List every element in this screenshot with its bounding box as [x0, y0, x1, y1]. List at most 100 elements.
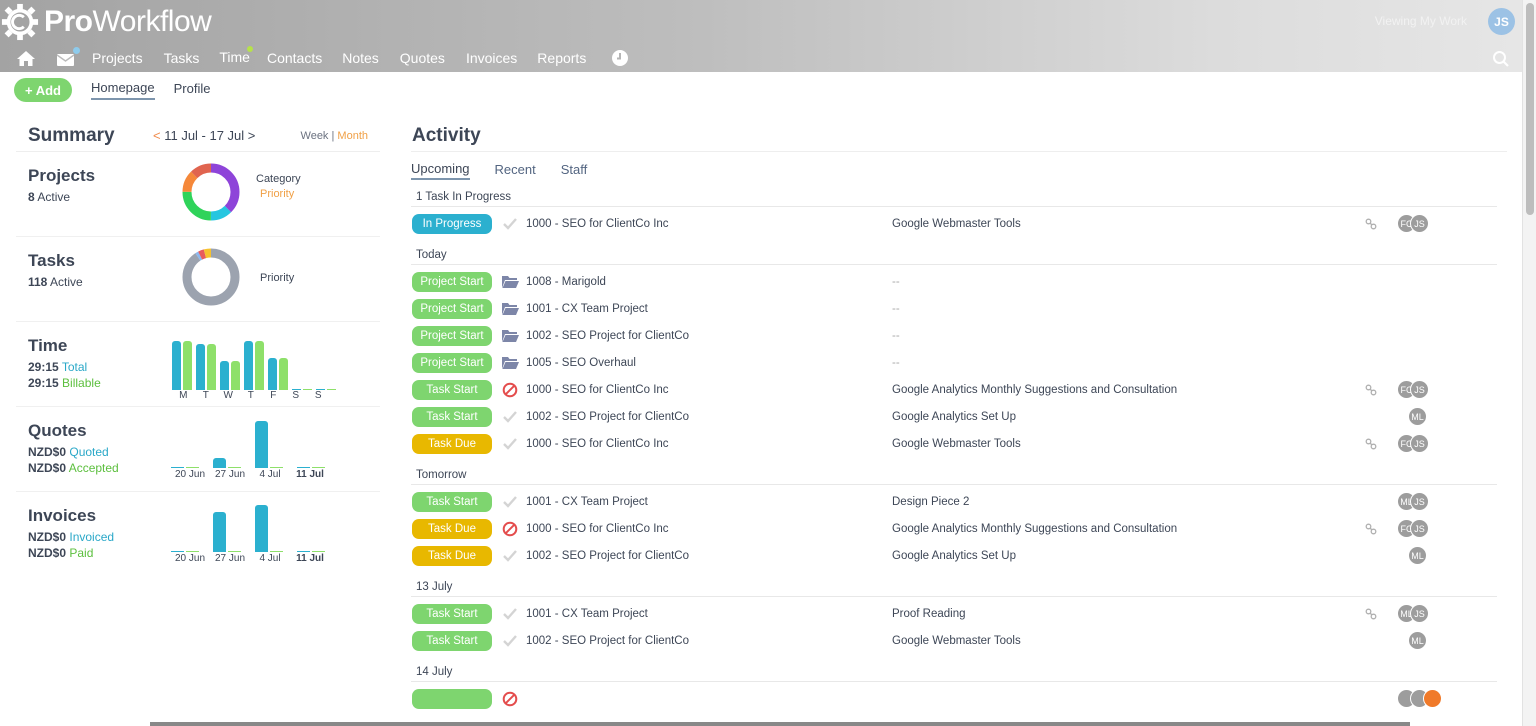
bar-invoiced[interactable] [171, 550, 184, 552]
check-icon[interactable] [503, 437, 517, 450]
bar-billable[interactable] [279, 358, 288, 390]
bar-accepted[interactable] [186, 466, 199, 468]
donut-segment[interactable] [182, 248, 240, 306]
bar-total[interactable] [268, 358, 277, 390]
tab-profile[interactable]: Profile [173, 81, 211, 96]
event-type-badge[interactable]: Task Due [412, 545, 492, 566]
donut-segment[interactable] [182, 163, 240, 221]
project-link[interactable]: 1000 - SEO for ClientCo Inc [526, 217, 669, 230]
task-name[interactable]: -- [892, 302, 900, 315]
activity-row[interactable]: Project Start 1001 - CX Team Project -- [411, 295, 1507, 322]
tasks-summary[interactable]: Tasks 118 Active Priority [16, 237, 380, 322]
bar-total[interactable] [244, 341, 253, 390]
task-name[interactable]: -- [892, 275, 900, 288]
bar-invoiced[interactable] [213, 512, 226, 552]
task-name[interactable]: Google Analytics Set Up [892, 549, 1017, 562]
event-type-badge[interactable]: Task Due [412, 518, 492, 539]
activity-row[interactable]: Task Due 1000 - SEO for ClientCo Inc Googl… [411, 515, 1507, 542]
nav-contacts[interactable]: Contacts [266, 50, 323, 66]
event-type-badge[interactable]: In Progress [412, 213, 492, 234]
quotes-summary[interactable]: Quotes NZD$0 Quoted NZD$0 Accepted 20 Jun… [16, 407, 380, 492]
bar-total[interactable] [292, 388, 301, 390]
bar-paid[interactable] [186, 550, 199, 552]
projects-summary[interactable]: Projects 8 Active Category Priority [16, 152, 380, 237]
check-icon[interactable] [503, 634, 517, 647]
bar-total[interactable] [196, 344, 205, 390]
home-icon[interactable] [17, 50, 35, 66]
event-type-badge[interactable]: Project Start [412, 271, 492, 292]
assignee-avatar[interactable]: ML [1408, 631, 1427, 650]
scrollbar-thumb[interactable] [1526, 3, 1534, 215]
month-toggle[interactable]: Month [337, 129, 368, 142]
event-type-badge[interactable]: Project Start [412, 325, 492, 346]
clock-icon[interactable] [611, 49, 629, 67]
project-link[interactable]: 1000 - SEO for ClientCo Inc [526, 437, 669, 450]
nav-reports[interactable]: Reports [537, 50, 587, 66]
legend-category[interactable]: Category [256, 173, 301, 185]
project-link[interactable]: 1008 - Marigold [526, 275, 606, 288]
link-icon[interactable] [1365, 523, 1377, 535]
activity-row[interactable]: Task Start 1001 - CX Team Project Design P… [411, 488, 1507, 515]
tab-recent[interactable]: Recent [494, 161, 536, 177]
assignee-avatar[interactable]: JS [1410, 214, 1429, 233]
event-type-badge[interactable]: Task Due [412, 433, 492, 454]
check-icon[interactable] [503, 217, 517, 230]
task-name[interactable]: Google Webmaster Tools [892, 437, 1021, 450]
event-type-badge[interactable]: Project Start [412, 298, 492, 319]
task-name[interactable]: Google Analytics Monthly Suggestions and… [892, 383, 1178, 396]
project-link[interactable]: 1002 - SEO Project for ClientCo [526, 329, 689, 342]
task-name[interactable]: Google Webmaster Tools [892, 634, 1021, 647]
task-name[interactable]: -- [892, 329, 900, 342]
assignee-avatar[interactable]: JS [1410, 380, 1429, 399]
event-type-badge[interactable]: Task Start [412, 603, 492, 624]
event-type-badge[interactable] [412, 688, 492, 709]
activity-row[interactable]: Task Start 1000 - SEO for ClientCo Inc Goo… [411, 376, 1507, 403]
bar-total[interactable] [172, 341, 181, 390]
mail-nav[interactable] [57, 46, 80, 66]
bar-paid[interactable] [228, 550, 241, 552]
donut-segment[interactable] [182, 163, 240, 221]
bar-accepted[interactable] [312, 466, 325, 468]
page-scrollbar[interactable] [1522, 0, 1536, 726]
bar-accepted[interactable] [270, 466, 283, 468]
check-icon[interactable] [503, 495, 517, 508]
activity-row[interactable]: Project Start 1002 - SEO Project for Clie… [411, 322, 1507, 349]
bar-billable[interactable] [303, 388, 312, 390]
check-icon[interactable] [503, 410, 517, 423]
bar-billable[interactable] [183, 341, 192, 390]
event-type-badge[interactable]: Project Start [412, 352, 492, 373]
task-name[interactable]: Proof Reading [892, 607, 966, 620]
assignee-avatar[interactable]: ML [1408, 546, 1427, 565]
bar-billable[interactable] [207, 344, 216, 390]
link-icon[interactable] [1365, 438, 1377, 450]
link-icon[interactable] [1365, 608, 1377, 620]
task-name[interactable]: Google Analytics Monthly Suggestions and… [892, 522, 1178, 535]
invoices-bar-chart[interactable] [171, 504, 339, 552]
nav-projects[interactable]: Projects [92, 50, 143, 66]
project-link[interactable]: 1002 - SEO Project for ClientCo [526, 549, 689, 562]
assignee-avatar[interactable]: JS [1410, 492, 1429, 511]
task-name[interactable]: Google Webmaster Tools [892, 217, 1021, 230]
assignee-avatar[interactable]: JS [1410, 519, 1429, 538]
project-link[interactable]: 1005 - SEO Overhaul [526, 356, 636, 369]
activity-row[interactable]: Task Start 1001 - CX Team Project Proof Re… [411, 600, 1507, 627]
event-type-badge[interactable]: Task Start [412, 406, 492, 427]
project-link[interactable]: 1000 - SEO for ClientCo Inc [526, 383, 669, 396]
event-type-badge[interactable]: Task Start [412, 491, 492, 512]
viewing-my-work[interactable]: Viewing My Work [1374, 14, 1467, 28]
assignee-avatar[interactable] [1423, 689, 1442, 708]
next-range-button[interactable]: > [247, 128, 256, 143]
legend-priority[interactable]: Priority [260, 188, 295, 200]
activity-row[interactable]: In Progress 1000 - SEO for ClientCo Inc Go… [411, 210, 1507, 237]
bar-quoted[interactable] [297, 466, 310, 468]
donut-segment[interactable] [182, 163, 240, 221]
invoices-summary[interactable]: Invoices NZD$0 Invoiced NZD$0 Paid 20 Jun… [16, 492, 380, 577]
event-type-badge[interactable]: Task Start [412, 379, 492, 400]
search-icon[interactable] [1492, 50, 1510, 68]
legend-priority[interactable]: Priority [260, 272, 295, 284]
check-icon[interactable] [503, 607, 517, 620]
user-avatar[interactable]: JS [1488, 8, 1515, 35]
add-button[interactable]: + Add [14, 78, 72, 102]
nav-notes[interactable]: Notes [342, 50, 379, 66]
project-link[interactable]: 1001 - CX Team Project [526, 302, 648, 315]
